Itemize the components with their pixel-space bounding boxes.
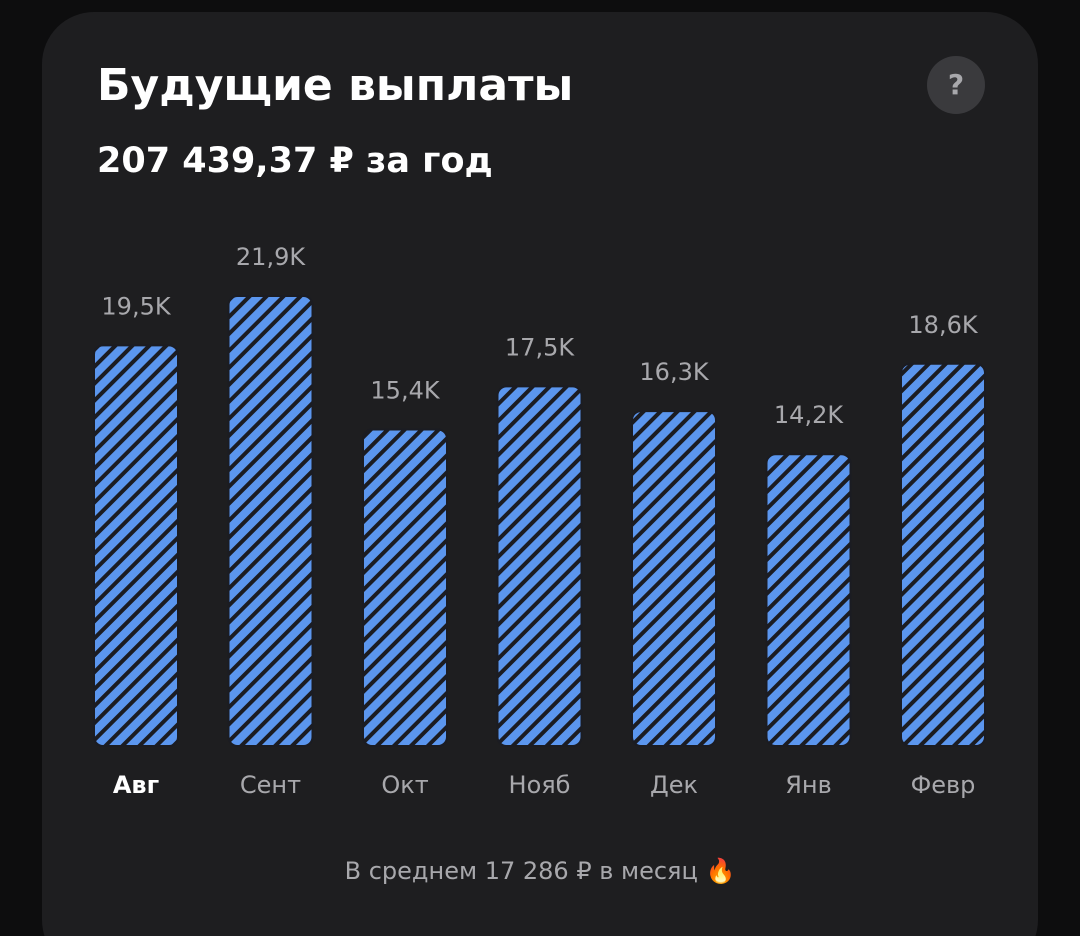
- bar: [93, 344, 179, 747]
- x-tick-label: Окт: [381, 771, 428, 799]
- x-tick-label: Сент: [240, 771, 301, 799]
- bar: [496, 385, 583, 747]
- bar: [227, 295, 314, 747]
- bar: [900, 362, 986, 747]
- x-tick-label: Февр: [911, 771, 976, 799]
- value-label: 14,2K: [774, 401, 844, 429]
- bar: [765, 453, 852, 747]
- x-tick-label: Авг: [113, 771, 159, 799]
- x-tick-label: Дек: [650, 771, 698, 799]
- help-icon[interactable]: ?: [948, 68, 964, 101]
- value-label: 18,6K: [908, 311, 978, 339]
- value-label: 17,5K: [505, 333, 575, 361]
- bar: [362, 428, 448, 747]
- value-label: 16,3K: [639, 358, 709, 386]
- bar: [631, 410, 717, 747]
- value-label: 15,4K: [370, 377, 440, 405]
- x-tick-label: Нояб: [509, 771, 571, 799]
- value-label: 21,9K: [236, 243, 306, 271]
- chart-title: Будущие выплаты: [97, 60, 573, 111]
- help-button[interactable]: [927, 56, 985, 114]
- value-label: 19,5K: [101, 292, 171, 320]
- x-tick-label: Янв: [785, 771, 832, 799]
- average-note: В среднем 17 286 ₽ в месяц 🔥: [345, 857, 736, 885]
- subtitle: 207 439,37 ₽ за год: [97, 141, 493, 181]
